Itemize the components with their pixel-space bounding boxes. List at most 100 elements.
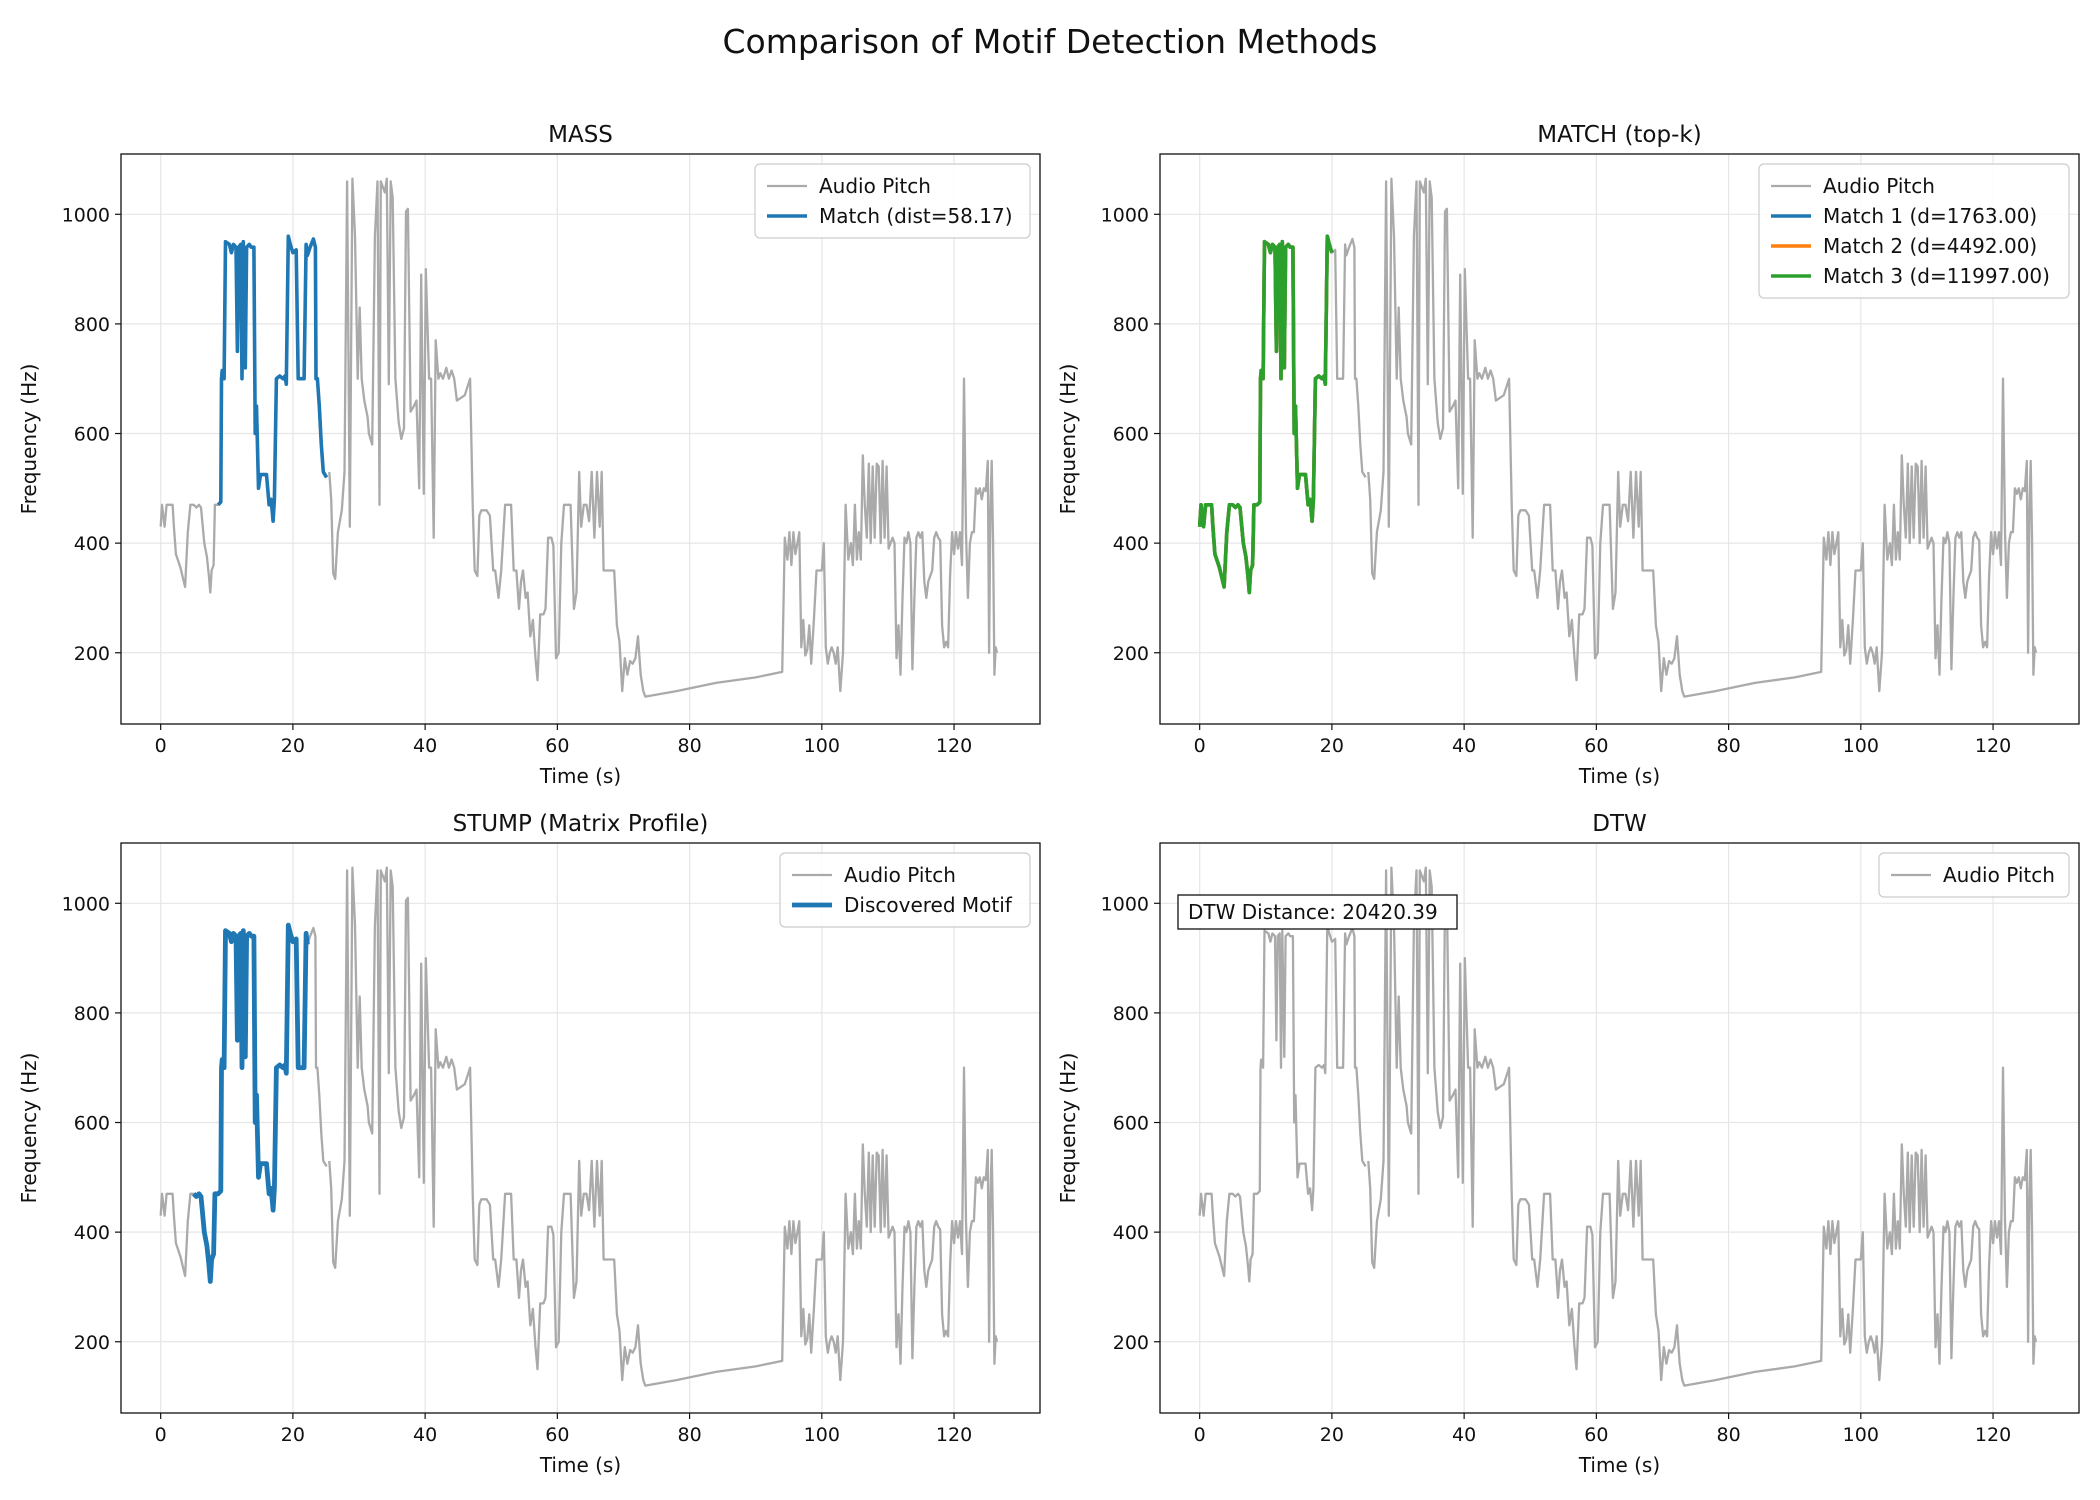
figure-title: Comparison of Motif Detection Methods: [722, 22, 1378, 61]
y-axis-label: Frequency (Hz): [1056, 1053, 1080, 1204]
x-tick-label: 40: [413, 735, 437, 757]
y-tick-label: 400: [1113, 1222, 1149, 1244]
panel-title: MATCH (top-k): [1537, 122, 1701, 148]
axes-frame: [120, 153, 1041, 725]
x-tick-label: 40: [1452, 735, 1476, 757]
chart-panel-3: 0 20 40 60 80 100 120 200 400 600 800 1000 Time (s) F…: [17, 811, 1041, 1477]
series-line-1: [1367, 177, 2038, 698]
x-tick-label: 100: [804, 1424, 840, 1446]
y-tick-label: 200: [74, 643, 110, 665]
y-tick-label: 200: [1113, 1332, 1149, 1354]
plot-area: [1197, 177, 2038, 698]
legend: Audio Pitch Match (dist=58.17): [754, 163, 1031, 239]
x-tick-label: 80: [677, 735, 701, 757]
legend-entry: Match 2 (d=4492.00): [1823, 234, 2037, 258]
annotation-box: [1177, 894, 1458, 930]
chart-panel-2: 0 20 40 60 80 100 120 200 400 600 800 1000 Time (s) F…: [1056, 122, 2080, 788]
x-tick-label: 80: [677, 1424, 701, 1446]
legend-entry: Discovered Motif: [844, 893, 1013, 917]
y-tick-label: 400: [74, 1222, 110, 1244]
x-tick-label: 60: [1584, 1424, 1608, 1446]
panel-title: MASS: [548, 122, 613, 148]
legend-entry: Audio Pitch: [1823, 174, 1935, 198]
y-tick-label: 600: [74, 424, 110, 446]
x-tick-label: 120: [1975, 1424, 2011, 1446]
legend-box: [754, 163, 1031, 239]
legend-entry: Match 3 (d=11997.00): [1823, 264, 2050, 288]
x-tick-label: 40: [1452, 1424, 1476, 1446]
legend-box: [1878, 852, 2070, 898]
series-line-1: [328, 177, 999, 698]
y-tick-label: 800: [74, 314, 110, 336]
y-axis-label: Frequency (Hz): [17, 364, 41, 515]
chart-panel-1: 0 20 40 60 80 100 120 200 400 600 800 1000 Time (s) F…: [17, 122, 1041, 788]
x-tick-label: 80: [1716, 735, 1740, 757]
axes-frame: [1159, 842, 2080, 1414]
x-axis-label: Time (s): [539, 1453, 621, 1477]
legend-entry: Audio Pitch: [819, 174, 931, 198]
annotation: DTW Distance: 20420.39: [1177, 894, 1458, 930]
y-tick-label: 800: [74, 1003, 110, 1025]
y-tick-label: 1000: [62, 893, 110, 915]
axes-frame: [120, 842, 1041, 1414]
x-tick-label: 60: [1584, 735, 1608, 757]
x-axis-label: Time (s): [539, 764, 621, 788]
y-tick-label: 200: [1113, 643, 1149, 665]
y-tick-label: 400: [74, 533, 110, 555]
x-tick-label: 0: [1194, 735, 1206, 757]
series-line-1: [1367, 866, 2038, 1387]
y-tick-label: 800: [1113, 1003, 1149, 1025]
legend-entry: Audio Pitch: [844, 863, 956, 887]
x-tick-label: 40: [413, 1424, 437, 1446]
y-tick-label: 200: [74, 1332, 110, 1354]
panel-title: DTW: [1592, 811, 1647, 837]
x-tick-label: 20: [281, 735, 305, 757]
annotation-text: DTW Distance: 20420.39: [1188, 900, 1438, 924]
panel-title: STUMP (Matrix Profile): [453, 811, 709, 837]
y-tick-label: 600: [74, 1113, 110, 1135]
y-tick-label: 600: [1113, 424, 1149, 446]
series-line-1: [1198, 924, 1367, 1283]
y-tick-label: 1000: [62, 204, 110, 226]
x-tick-label: 100: [1843, 1424, 1879, 1446]
x-tick-label: 20: [281, 1424, 305, 1446]
x-tick-label: 0: [1194, 1424, 1206, 1446]
y-axis-label: Frequency (Hz): [17, 1053, 41, 1204]
x-tick-label: 100: [804, 735, 840, 757]
series-line-2: [192, 922, 310, 1284]
x-tick-label: 60: [545, 735, 569, 757]
x-axis-label: Time (s): [1578, 764, 1660, 788]
x-tick-label: 100: [1843, 735, 1879, 757]
y-axis-label: Frequency (Hz): [1056, 364, 1080, 515]
chart-panel-4: 0 20 40 60 80 100 120 200 400 600 800 1000 Time (s) F…: [1056, 811, 2080, 1477]
x-tick-label: 0: [155, 735, 167, 757]
x-tick-label: 120: [936, 1424, 972, 1446]
legend: Audio Pitch Match 1 (d=1763.00) Match 2 (d…: [1758, 163, 2070, 299]
legend: Audio Pitch Discovered Motif: [779, 852, 1031, 928]
x-tick-label: 20: [1320, 735, 1344, 757]
y-tick-label: 800: [1113, 314, 1149, 336]
y-tick-label: 1000: [1101, 893, 1149, 915]
x-tick-label: 120: [936, 735, 972, 757]
x-tick-label: 80: [1716, 1424, 1740, 1446]
y-tick-label: 400: [1113, 533, 1149, 555]
legend-entry: Match 1 (d=1763.00): [1823, 204, 2037, 228]
series-line-2: [216, 234, 329, 523]
x-axis-label: Time (s): [1578, 1453, 1660, 1477]
x-tick-label: 0: [155, 1424, 167, 1446]
legend-entry: Match (dist=58.17): [819, 204, 1013, 228]
x-tick-label: 60: [545, 1424, 569, 1446]
plot-area: [1198, 866, 2038, 1387]
plot-area: [159, 177, 999, 698]
y-tick-label: 1000: [1101, 204, 1149, 226]
legend-box: [1758, 163, 2070, 299]
plot-area: [159, 866, 999, 1387]
x-tick-label: 20: [1320, 1424, 1344, 1446]
y-tick-label: 600: [1113, 1113, 1149, 1135]
axes-frame: [1159, 153, 2080, 725]
x-tick-label: 120: [1975, 735, 2011, 757]
legend-entry: Audio Pitch: [1943, 863, 2055, 887]
series-line-1: [328, 866, 999, 1387]
legend: Audio Pitch: [1878, 852, 2070, 898]
